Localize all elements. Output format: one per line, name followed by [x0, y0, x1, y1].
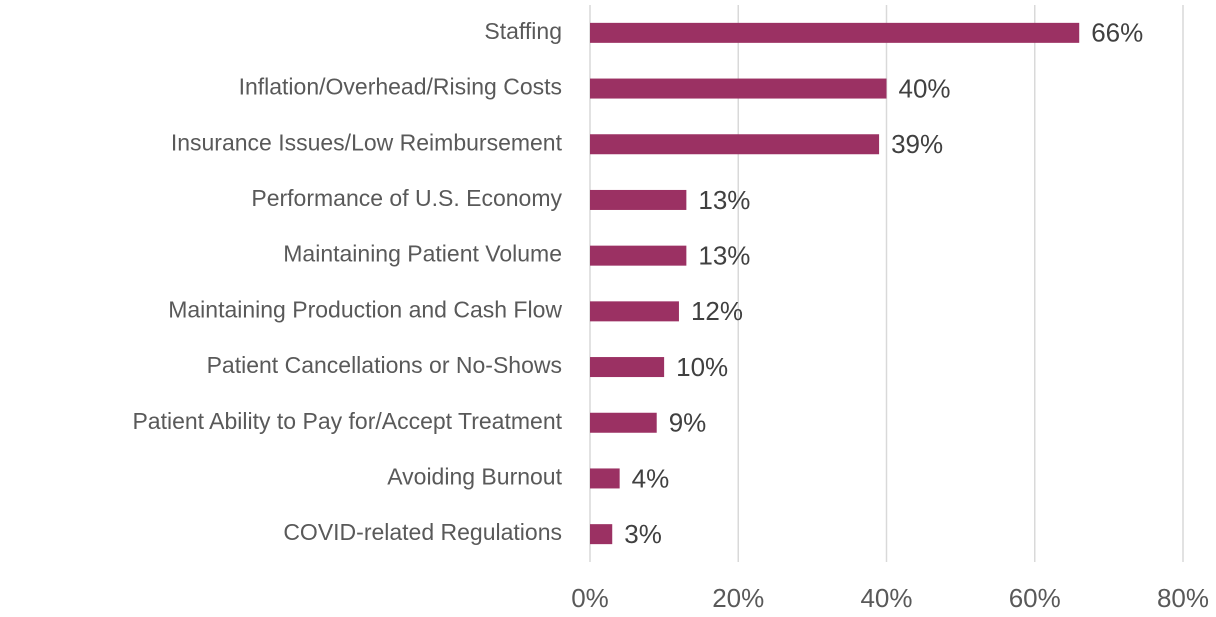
y-tick-label: Avoiding Burnout: [387, 464, 562, 490]
data-label: 3%: [624, 519, 662, 549]
data-label: 13%: [698, 241, 750, 271]
y-tick-label: COVID-related Regulations: [283, 519, 562, 545]
bar: [590, 357, 665, 378]
x-tick-label: 0%: [571, 583, 609, 612]
y-tick-label: Insurance Issues/Low Reimbursement: [171, 129, 563, 155]
y-tick-label: Patient Ability to Pay for/Accept Treatm…: [132, 408, 562, 434]
x-tick-label: 40%: [860, 583, 912, 612]
data-label: 66%: [1091, 18, 1143, 48]
y-tick-label: Inflation/Overhead/Rising Costs: [239, 74, 562, 100]
y-tick-label: Maintaining Patient Volume: [283, 241, 562, 267]
data-label: 12%: [691, 296, 743, 326]
data-label: 4%: [632, 463, 670, 493]
bar: [590, 245, 687, 266]
data-label: 10%: [676, 352, 728, 382]
bar: [590, 134, 880, 155]
bar: [590, 22, 1080, 43]
bar: [590, 301, 679, 322]
data-label: 39%: [891, 129, 943, 159]
x-tick-label: 60%: [1009, 583, 1061, 612]
data-label: 9%: [669, 408, 707, 438]
bar: [590, 189, 687, 210]
data-label: 13%: [698, 185, 750, 215]
y-tick-label: Performance of U.S. Economy: [251, 185, 562, 211]
y-tick-label: Maintaining Production and Cash Flow: [168, 296, 562, 322]
y-tick-label: Staffing: [484, 18, 562, 44]
data-label: 40%: [899, 73, 951, 103]
x-tick-label: 80%: [1157, 583, 1209, 612]
bar: [590, 468, 620, 489]
bar: [590, 78, 887, 99]
y-tick-label: Patient Cancellations or No-Shows: [207, 352, 562, 378]
bar: [590, 524, 613, 545]
x-tick-label: 20%: [712, 583, 764, 612]
bar: [590, 412, 657, 433]
